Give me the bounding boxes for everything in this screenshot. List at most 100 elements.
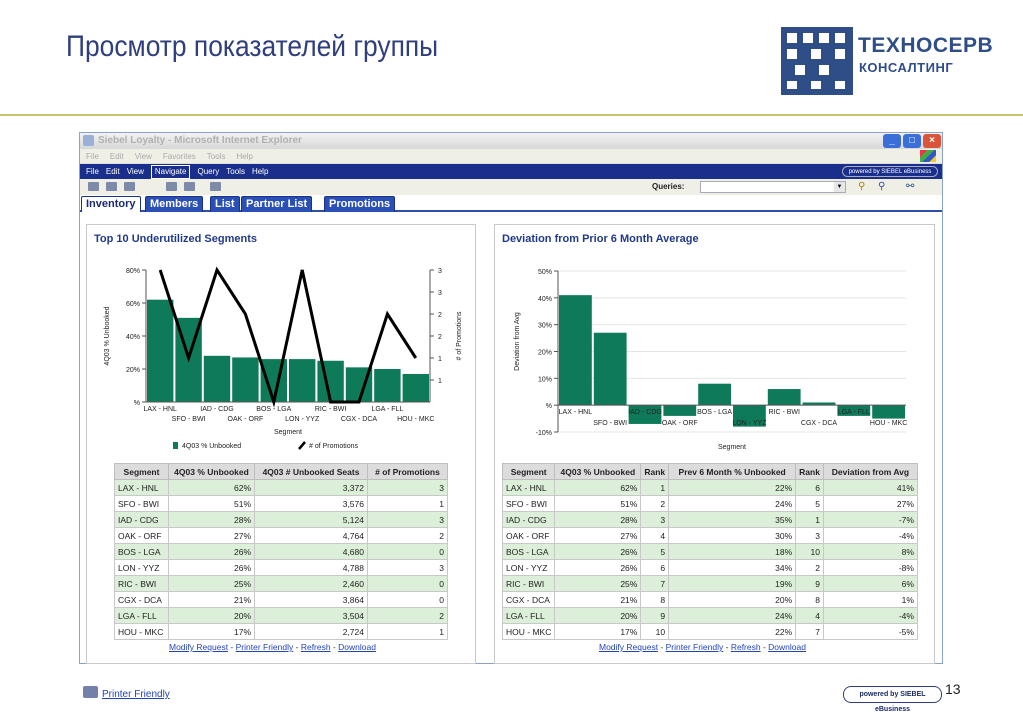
segment-cell: LAX - HNL [501, 479, 556, 496]
table-row[interactable]: SFO - BWI 51% 2 24% 5 27% [501, 495, 918, 512]
table-row[interactable]: CGX - DCA 21% 8 20% 8 1% [501, 591, 918, 608]
bar [663, 405, 697, 416]
y-tick-label: 10% [538, 376, 552, 383]
ie-menu-tools[interactable]: Tools [206, 152, 226, 161]
app-menu-edit[interactable]: Edit [105, 167, 120, 176]
y-tick-label: % [546, 403, 552, 410]
tab-list[interactable]: List [210, 196, 240, 212]
ie-menu-edit[interactable]: Edit [109, 152, 124, 161]
copy-record-icon[interactable] [106, 182, 117, 191]
logo-subtitle: КОНСАЛТИНГ [859, 60, 954, 75]
download-link[interactable]: Download [338, 642, 376, 652]
table-row[interactable]: IAD - CDG 28% 3 35% 1 -7% [501, 511, 918, 528]
x-tick-label: LAX - HNL [143, 406, 177, 413]
ie-menu-help[interactable]: Help [236, 152, 253, 161]
app-menu-file[interactable]: File [86, 167, 99, 176]
app-menu-help[interactable]: Help [251, 167, 269, 176]
column-header-4q03-unbooked[interactable]: 4Q03 % Unbooked [554, 463, 642, 480]
y2-tick-label: 1 [438, 356, 442, 363]
value-cell: 62% [168, 479, 255, 496]
value-cell: 2,724 [254, 623, 368, 640]
value-cell: 20% [668, 591, 797, 608]
binoculars-icon[interactable]: ⚯ [906, 181, 915, 192]
new-record-icon[interactable] [88, 182, 99, 191]
bar [593, 332, 627, 406]
value-cell: 5,124 [254, 511, 368, 528]
print-icon[interactable] [124, 182, 135, 191]
edit-icon[interactable] [166, 182, 177, 191]
table-row[interactable]: LAX - HNL 62% 1 22% 6 41% [501, 479, 918, 496]
tab-promotions[interactable]: Promotions [324, 196, 396, 212]
printer-friendly-link[interactable]: Printer Friendly [102, 689, 170, 700]
y2-tick-label: 3 [438, 268, 442, 275]
tab-inventory[interactable]: Inventory [81, 196, 141, 212]
modify-request-link[interactable]: Modify Request [599, 642, 659, 652]
column-header-segment[interactable]: Segment [501, 463, 556, 480]
table-row[interactable]: HOU - MKC 17% 2,724 1 [114, 623, 448, 640]
table-row[interactable]: CGX - DCA 21% 3,864 0 [114, 591, 448, 608]
y-tick-label: 60% [126, 301, 140, 308]
segment-cell: LON - YYZ [501, 559, 556, 576]
app-menu-navigate[interactable]: Navigate [150, 165, 191, 179]
table-row[interactable]: LAX - HNL 62% 3,372 3 [114, 479, 448, 496]
x-tick-label: HOU - MKC [870, 420, 907, 427]
table-row[interactable]: OAK - ORF 27% 4,764 2 [114, 527, 448, 544]
table-row[interactable]: IAD - CDG 28% 5,124 3 [114, 511, 448, 528]
page-number: 13 [945, 681, 961, 697]
table-row[interactable]: SFO - BWI 51% 3,576 1 [114, 495, 448, 512]
app-menu-tools[interactable]: Tools [226, 167, 245, 176]
table-row[interactable]: LGA - FLL 20% 3,504 2 [114, 607, 448, 624]
app-menu-view[interactable]: View [126, 167, 144, 176]
modify-request-link[interactable]: Modify Request [169, 642, 229, 652]
column-header-deviation-from-avg[interactable]: Deviation from Avg [822, 463, 918, 480]
table-row[interactable]: OAK - ORF 27% 4 30% 3 -4% [501, 527, 918, 544]
powered-by-siebel-badge: powered by SIEBEL eBusiness [842, 166, 938, 177]
ie-menu-favorites[interactable]: Favorites [162, 152, 196, 161]
ie-menu-view[interactable]: View [134, 152, 152, 161]
tab-partner-list[interactable]: Partner List [241, 196, 313, 212]
table-row[interactable]: HOU - MKC 17% 10 22% 7 -5% [501, 623, 918, 640]
minimize-icon[interactable]: _ [883, 134, 901, 148]
chart-icon[interactable] [184, 182, 195, 191]
column-header-prev-6-month-unbooked[interactable]: Prev 6 Month % Unbooked [668, 463, 797, 480]
table-row[interactable]: RIC - BWI 25% 2,460 0 [114, 575, 448, 592]
column-header-4q03-unbooked-seats[interactable]: 4Q03 # Unbooked Seats [254, 463, 368, 480]
printer-friendly-link[interactable]: Printer Friendly [665, 642, 724, 652]
x-tick-label: RIC - BWI [768, 409, 800, 416]
column-header-of-promotions[interactable]: # of Promotions [367, 463, 448, 480]
table-row[interactable]: BOS - LGA 26% 4,680 0 [114, 543, 448, 560]
column-header-segment[interactable]: Segment [114, 463, 169, 480]
column-header-rank[interactable]: Rank [795, 463, 824, 480]
tab-members[interactable]: Members [145, 196, 204, 212]
search-icon[interactable]: ⚲ [878, 181, 886, 192]
app-menu-query[interactable]: Query [197, 167, 220, 176]
y-axis-label: Deviation from Avg [514, 312, 521, 371]
table-row[interactable]: LON - YYZ 26% 4,788 3 [114, 559, 448, 576]
table-row[interactable]: BOS - LGA 26% 5 18% 10 8% [501, 543, 918, 560]
table-row[interactable]: LON - YYZ 26% 6 34% 2 -8% [501, 559, 918, 576]
report-icon[interactable] [210, 182, 221, 191]
column-header-4q03-unbooked[interactable]: 4Q03 % Unbooked [168, 463, 255, 480]
column-header-rank[interactable]: Rank [640, 463, 670, 480]
value-cell: 51% [168, 495, 255, 512]
download-link[interactable]: Download [768, 642, 806, 652]
ie-menu-file[interactable]: File [86, 152, 99, 161]
close-icon[interactable]: × [923, 134, 941, 148]
value-cell: 4 [640, 527, 670, 544]
value-cell: 3,576 [254, 495, 368, 512]
value-cell: 2 [795, 559, 824, 576]
maximize-icon[interactable]: □ [903, 134, 921, 148]
value-cell: 26% [168, 559, 255, 576]
left-panel: Top 10 Underutilized Segments % 20% 40% 60%… [86, 224, 476, 664]
table-row[interactable]: LGA - FLL 20% 9 24% 4 -4% [501, 607, 918, 624]
value-cell: -4% [822, 527, 918, 544]
refresh-link[interactable]: Refresh [730, 642, 761, 652]
printer-friendly-link[interactable]: Printer Friendly [235, 642, 294, 652]
queries-select[interactable]: ▼ [700, 181, 846, 193]
printer-icon[interactable] [83, 686, 98, 698]
value-cell: 17% [554, 623, 642, 640]
query-icon[interactable]: ⚲ [858, 181, 866, 192]
chevron-down-icon[interactable]: ▼ [834, 182, 845, 192]
table-row[interactable]: RIC - BWI 25% 7 19% 9 6% [501, 575, 918, 592]
refresh-link[interactable]: Refresh [300, 642, 331, 652]
